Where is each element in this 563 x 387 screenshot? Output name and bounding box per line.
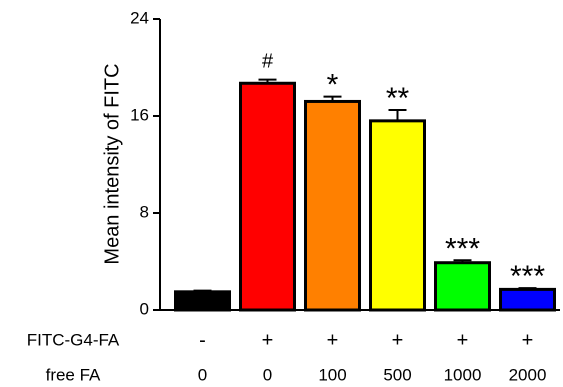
bar	[434, 261, 491, 312]
x-tick-label: +	[327, 329, 339, 351]
annotation: ***	[445, 232, 480, 265]
x-tick-label: +	[392, 329, 404, 351]
annotation: #	[262, 51, 274, 73]
y-axis-label: Mean intensity of FITC	[101, 63, 123, 264]
y-tick-label: 8	[140, 202, 149, 221]
x-tick-label: +	[522, 329, 534, 351]
bar	[174, 290, 231, 312]
y-tick-label: 0	[140, 299, 149, 318]
x-tick-label: 0	[198, 365, 207, 384]
x-tick-label: -	[199, 329, 206, 351]
x-tick-label: +	[457, 329, 469, 351]
annotation: ***	[510, 260, 545, 293]
y-tick-label: 24	[130, 8, 149, 27]
bar	[304, 99, 361, 312]
x-tick-label: 0	[263, 365, 272, 384]
bar	[369, 119, 426, 312]
bar	[239, 81, 296, 312]
x-tick-label: 500	[383, 365, 411, 384]
annotation: *	[327, 69, 339, 102]
x-tick-label: +	[262, 329, 274, 351]
annotation: **	[386, 82, 410, 115]
row-label: FITC-G4-FA	[27, 330, 120, 349]
y-tick-label: 16	[130, 105, 149, 124]
row-label: free FA	[46, 365, 101, 384]
x-tick-label: 2000	[509, 365, 547, 384]
x-tick-label: 1000	[444, 365, 482, 384]
x-tick-label: 100	[318, 365, 346, 384]
